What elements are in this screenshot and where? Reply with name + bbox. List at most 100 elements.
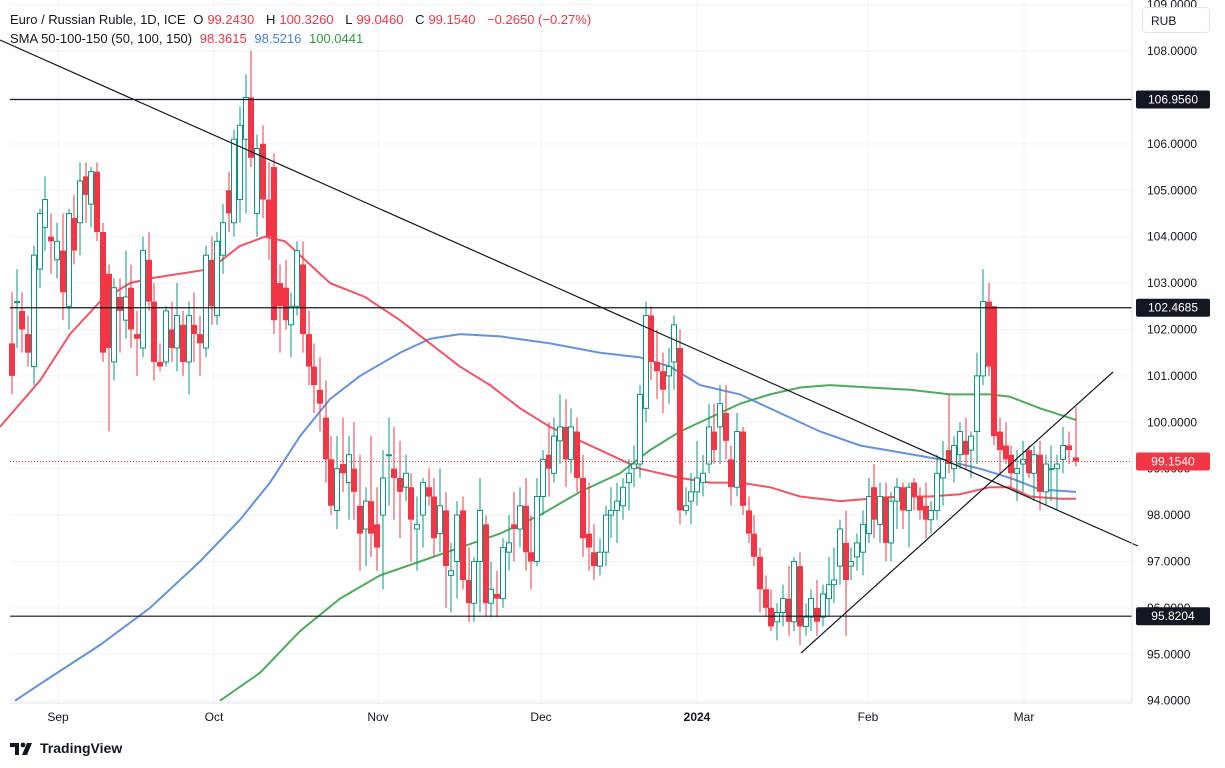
candle-body xyxy=(808,598,814,618)
candle-body xyxy=(483,524,489,604)
candle-body xyxy=(951,444,957,470)
candle-body xyxy=(54,240,60,261)
candle-body xyxy=(974,375,980,433)
sma-label: SMA 50-100-150 (50, 100, 150) xyxy=(10,31,193,46)
candle-body xyxy=(288,305,294,326)
candle-body xyxy=(666,366,672,377)
candle-body xyxy=(117,296,123,311)
candle-body xyxy=(694,477,700,493)
candle-body xyxy=(88,171,94,205)
candle-body xyxy=(946,450,952,465)
candle-body xyxy=(83,176,89,195)
candle-body xyxy=(1037,454,1043,492)
candle-body xyxy=(128,287,134,330)
open-value: O 99.2430 xyxy=(193,12,255,27)
candle-body xyxy=(14,301,20,304)
candle-body xyxy=(900,487,906,511)
candle-body xyxy=(266,199,272,237)
x-tick-label: Dec xyxy=(530,710,551,724)
candle-body xyxy=(19,310,25,330)
candle-body xyxy=(214,240,220,317)
candle-body xyxy=(123,296,129,321)
candle-body xyxy=(957,431,963,456)
candle-body xyxy=(163,310,169,363)
candle-body xyxy=(317,389,323,404)
candle-body xyxy=(134,334,140,339)
candle-body xyxy=(797,566,803,627)
candle-body xyxy=(711,431,717,451)
x-tick-label: Mar xyxy=(1014,710,1035,724)
currency-button[interactable]: RUB xyxy=(1142,7,1210,33)
candle-body xyxy=(591,552,597,567)
candle-body xyxy=(626,472,632,484)
candle-body xyxy=(586,533,592,548)
candle-body xyxy=(391,468,397,478)
candle-body xyxy=(963,440,969,455)
candle-body xyxy=(254,147,260,214)
candle-body xyxy=(826,584,832,600)
candle-body xyxy=(191,324,197,335)
candle-body xyxy=(780,598,786,614)
candle-body xyxy=(746,510,752,534)
symbol-label: Euro / Russian Ruble, 1D, ICE xyxy=(10,12,186,27)
candle-body xyxy=(643,315,649,409)
candle-body xyxy=(871,487,877,520)
sma-legend: SMA 50-100-150 (50, 100, 150) 98.3615 98… xyxy=(10,31,367,46)
candle-body xyxy=(614,500,620,511)
candle-body xyxy=(1043,463,1049,493)
candle-body xyxy=(323,417,329,460)
candle-body xyxy=(60,250,66,293)
sma100-line xyxy=(14,333,1077,702)
candle-body xyxy=(831,579,837,586)
candle-body xyxy=(77,180,83,224)
candle-body xyxy=(248,97,254,158)
sma150-line xyxy=(219,384,1077,702)
candle-body xyxy=(197,334,203,344)
candle-body xyxy=(180,324,186,362)
price-label-box xyxy=(1136,298,1210,317)
candle-body xyxy=(243,96,249,140)
candle-body xyxy=(237,124,243,201)
candle-body xyxy=(837,528,843,567)
candle-body xyxy=(146,259,152,302)
candle-body xyxy=(334,468,340,511)
candle-body xyxy=(471,560,477,604)
candle-body xyxy=(500,547,506,600)
drawn-lines xyxy=(0,39,1139,654)
candle-body xyxy=(1054,463,1060,470)
candle-body xyxy=(111,287,117,363)
ohlc-legend: Euro / Russian Ruble, 1D, ICE O 99.2430 H… xyxy=(10,12,595,27)
y-tick-label: 103.0000 xyxy=(1147,276,1197,290)
candle-body xyxy=(340,464,346,474)
candle-body xyxy=(991,306,997,437)
candle-body xyxy=(174,315,180,349)
x-tick-label: Oct xyxy=(205,710,224,724)
candle-body xyxy=(563,426,569,460)
candle-body xyxy=(671,324,677,363)
price-label-box xyxy=(1136,607,1210,626)
candle-body xyxy=(431,496,437,539)
candle-body xyxy=(186,315,192,363)
candle-body xyxy=(488,588,494,604)
sma100-value: 98.5216 xyxy=(254,31,302,46)
candle-body xyxy=(660,371,666,390)
candle-body xyxy=(557,426,563,442)
y-tick-label: 108.0000 xyxy=(1147,44,1197,58)
candle-body xyxy=(414,523,420,530)
candle-body xyxy=(1020,458,1026,465)
x-tick-label: Sep xyxy=(47,710,69,724)
brand-label: TradingView xyxy=(40,740,123,756)
candle-body xyxy=(917,496,923,511)
y-tick-label: 106.0000 xyxy=(1147,137,1197,151)
close-value: C 99.1540 xyxy=(415,12,476,27)
candle-body xyxy=(848,560,854,567)
candle-body xyxy=(94,171,100,233)
candle-body xyxy=(906,486,912,511)
candle-body xyxy=(923,505,929,520)
candle-body xyxy=(928,509,934,521)
candle-body xyxy=(637,393,643,465)
candle-body xyxy=(294,250,300,307)
x-tick-label: Feb xyxy=(858,710,879,724)
candle-body xyxy=(106,273,112,349)
